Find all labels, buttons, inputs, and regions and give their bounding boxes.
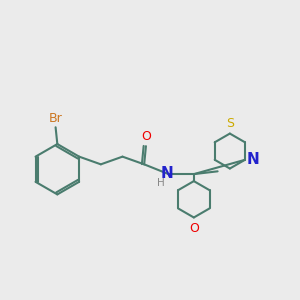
Text: O: O [189, 222, 199, 235]
Text: N: N [161, 166, 174, 181]
Text: N: N [246, 152, 259, 166]
Text: Br: Br [49, 112, 62, 125]
Text: O: O [142, 130, 152, 143]
Text: S: S [226, 117, 234, 130]
Text: H: H [157, 178, 165, 188]
